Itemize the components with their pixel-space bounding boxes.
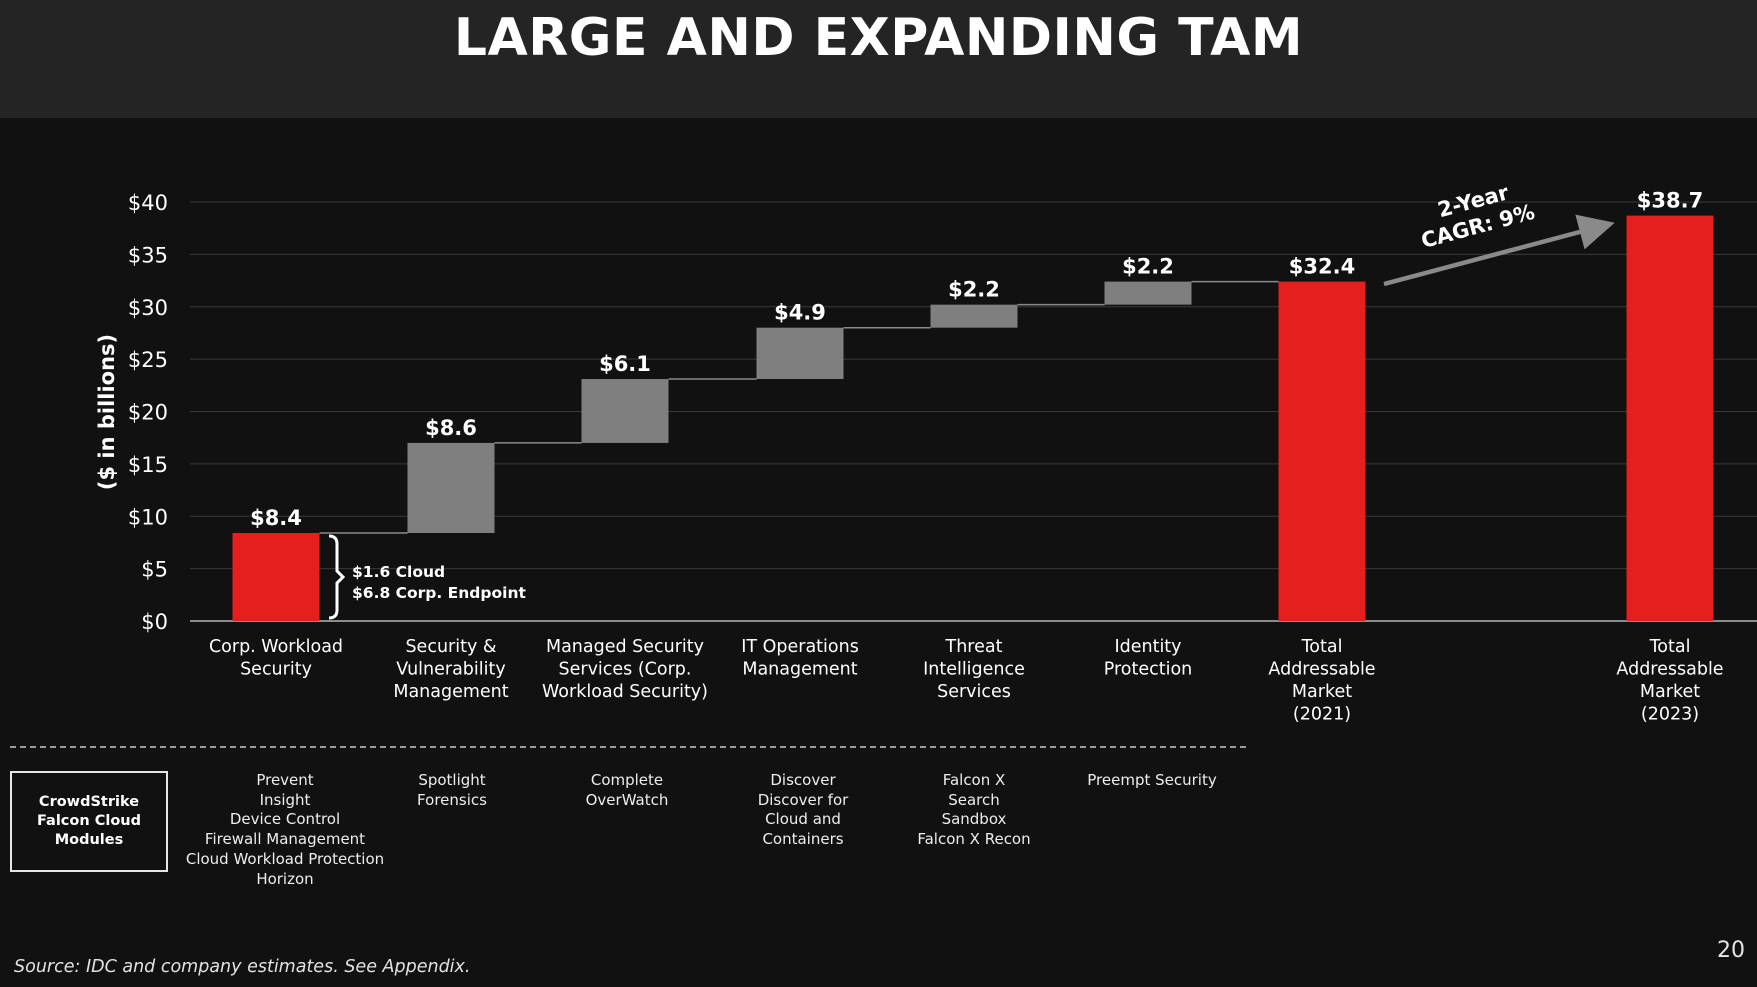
module-item: Insight — [259, 790, 311, 809]
x-category-label: Identity — [1114, 637, 1181, 657]
module-item: Search — [948, 790, 1000, 809]
y-tick-label: $0 — [141, 610, 168, 634]
x-category-label: Protection — [1104, 660, 1193, 680]
modules-box-label: CrowdStrike Falcon Cloud Modules — [10, 771, 168, 872]
module-item: Cloud Workload Protection — [185, 849, 385, 868]
bar — [407, 442, 495, 534]
y-tick-label: $40 — [128, 191, 168, 215]
y-tick-label: $35 — [128, 243, 168, 267]
module-item: Sandbox — [941, 810, 1007, 829]
bar-value-label: $8.4 — [250, 506, 302, 530]
bar-value-label: $6.1 — [599, 352, 651, 376]
x-category-label: Management — [393, 682, 508, 702]
modules-column-1: Prevent Insight Device Control Firewall … — [180, 771, 390, 889]
y-tick-label: $10 — [128, 505, 168, 529]
module-item: Complete — [590, 771, 664, 789]
bar — [930, 304, 1018, 328]
module-item: Firewall Management — [204, 830, 366, 849]
x-category-label: IT Operations — [741, 637, 859, 657]
dashed-separator — [10, 746, 1246, 748]
bar — [581, 379, 669, 443]
x-category-label: Security & — [405, 637, 496, 657]
module-item: Discover for — [757, 790, 849, 809]
module-item: Device Control — [229, 810, 341, 829]
x-category-label: Addressable — [1616, 660, 1723, 680]
x-category-label: (2023) — [1641, 705, 1699, 725]
x-category-label: (2021) — [1293, 705, 1351, 725]
bar — [232, 533, 320, 621]
x-category-label: Total — [1301, 637, 1343, 657]
x-category-label: Total — [1649, 637, 1691, 657]
x-category-label: Threat — [945, 637, 1003, 657]
module-item: Preempt Security — [1087, 771, 1217, 789]
x-category-label: Management — [742, 660, 857, 680]
bar-value-label: $2.2 — [1122, 255, 1174, 279]
module-item: Horizon — [256, 869, 314, 888]
modules-column-5: Falcon X Search Sandbox Falcon X Recon — [869, 771, 1079, 850]
source-note: Source: IDC and company estimates. See A… — [14, 957, 471, 977]
bracket-annotation-text: $1.6 Cloud — [352, 563, 445, 581]
x-category-label: Market — [1292, 682, 1352, 702]
bar-value-label: $2.2 — [948, 278, 1000, 302]
bracket-annotation-text: $6.8 Corp. Endpoint — [352, 584, 526, 602]
bar-value-label: $38.7 — [1637, 189, 1703, 213]
page-number: 20 — [1717, 938, 1745, 963]
module-item: Forensics — [417, 790, 487, 809]
module-item: Cloud and — [765, 810, 841, 829]
x-category-label: Security — [240, 660, 312, 680]
x-category-label: Managed Security — [546, 637, 704, 657]
modules-column-6: Preempt Security — [1047, 771, 1257, 791]
x-category-label: Workload Security) — [542, 682, 708, 702]
bar — [756, 327, 844, 380]
y-tick-label: $25 — [128, 348, 168, 372]
y-tick-label: $5 — [141, 558, 168, 582]
module-item: Spotlight — [418, 771, 486, 789]
bar — [1278, 281, 1366, 621]
slide-title: LARGE AND EXPANDING TAM — [453, 8, 1304, 68]
x-category-label: Corp. Workload — [209, 637, 343, 657]
y-tick-label: $20 — [128, 401, 168, 425]
bar — [1626, 215, 1714, 621]
x-category-label: Market — [1640, 682, 1700, 702]
x-category-label: Vulnerability — [396, 660, 505, 680]
module-item: Containers — [762, 830, 844, 849]
title-band: LARGE AND EXPANDING TAM — [0, 0, 1757, 118]
y-tick-label: $15 — [128, 453, 168, 477]
modules-column-4: Discover Discover for Cloud and Containe… — [698, 771, 908, 850]
bar-value-label: $4.9 — [774, 301, 826, 325]
bracket-shape — [328, 534, 346, 620]
x-category-label: Services (Corp. — [559, 660, 692, 680]
bar-value-label: $32.4 — [1289, 255, 1355, 279]
y-tick-label: $30 — [128, 296, 168, 320]
module-item: Falcon X — [942, 771, 1006, 789]
module-item: Discover — [770, 771, 836, 789]
modules-column-3: Complete OverWatch — [522, 771, 732, 810]
module-item: Prevent — [256, 771, 314, 789]
x-category-label: Services — [937, 682, 1011, 702]
module-item: Falcon X Recon — [917, 830, 1031, 849]
x-category-label: Addressable — [1268, 660, 1375, 680]
module-item: OverWatch — [585, 790, 669, 809]
modules-column-2: Spotlight Forensics — [347, 771, 557, 810]
bar — [1104, 281, 1192, 305]
x-category-label: Intelligence — [923, 660, 1025, 680]
cagr-arrow — [1383, 214, 1615, 287]
bar-value-label: $8.6 — [425, 416, 477, 440]
y-axis-title: ($ in billions) — [95, 334, 119, 490]
